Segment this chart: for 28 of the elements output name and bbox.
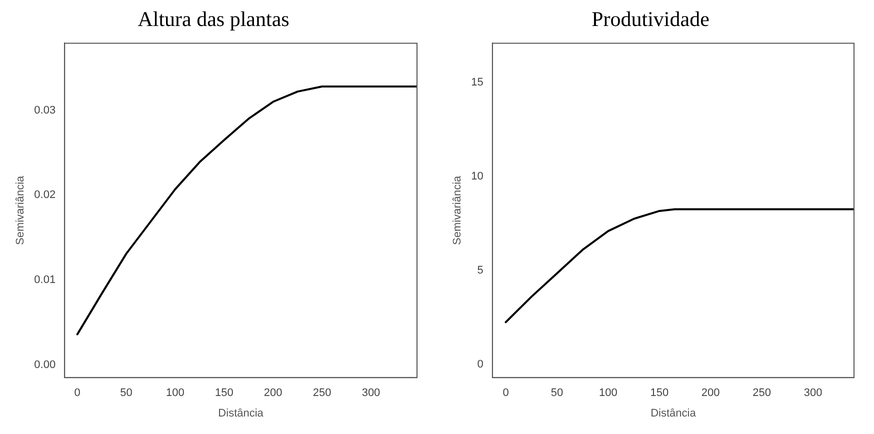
- x-axis-title: Distância: [650, 407, 697, 420]
- chart-title: Altura das plantas: [138, 7, 290, 32]
- x-tick-label: 100: [598, 387, 618, 400]
- x-tick-label: 250: [752, 387, 771, 400]
- y-tick-label: 0.00: [34, 358, 56, 371]
- x-tick-label: 250: [312, 387, 332, 400]
- x-tick-label: 300: [804, 387, 822, 400]
- chart-title: Produtividade: [592, 7, 710, 32]
- y-tick-label: 10: [471, 170, 484, 183]
- x-tick-label: 200: [701, 387, 720, 400]
- y-tick-label: 15: [471, 76, 484, 89]
- x-tick-label: 200: [264, 387, 282, 400]
- y-axis-title: Semivariância: [14, 174, 27, 245]
- y-tick-label: 0.02: [34, 189, 56, 202]
- x-tick-label: 150: [214, 387, 234, 400]
- y-tick-label: 0.03: [34, 104, 56, 116]
- x-tick-label: 0: [502, 387, 509, 400]
- x-tick-label: 100: [166, 387, 184, 400]
- y-tick-label: 0.01: [34, 274, 56, 286]
- y-tick-label: 5: [477, 264, 484, 277]
- x-tick-label: 0: [74, 387, 80, 400]
- y-tick-label: 0: [477, 358, 484, 370]
- y-axis-title: Semivariância: [452, 174, 464, 245]
- x-tick-label: 300: [362, 387, 380, 400]
- x-axis-title: Distância: [218, 407, 264, 420]
- x-tick-label: 150: [650, 387, 669, 400]
- x-tick-label: 50: [550, 387, 564, 400]
- x-tick-label: 50: [120, 387, 132, 400]
